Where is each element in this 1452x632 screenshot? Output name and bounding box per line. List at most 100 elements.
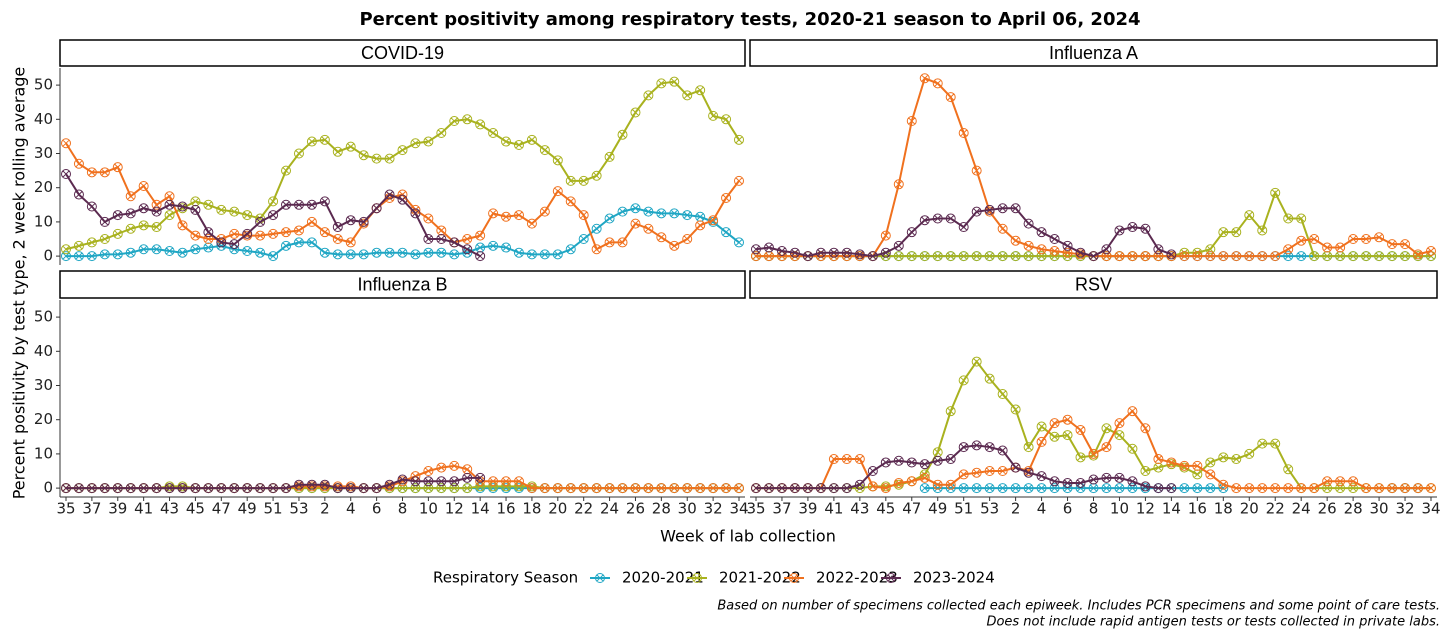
data-point [1049,245,1060,256]
data-point [643,483,654,494]
data-point [1257,251,1268,262]
x-tick-label: 28 [652,500,671,518]
data-point [462,244,473,255]
data-point [488,208,499,219]
data-point [125,208,136,219]
data-point [1283,244,1294,255]
data-point [682,234,693,244]
data-point [384,153,395,164]
data-point [945,251,956,262]
data-point [61,483,72,494]
x-tick-label: 35 [746,500,765,518]
data-point [828,483,839,494]
data-point [1114,225,1125,236]
legend-label: 2021-2022 [719,569,801,587]
data-point [919,251,930,262]
data-point [99,249,110,260]
data-point [410,208,421,219]
x-tick-label: 8 [398,500,408,518]
data-point [255,247,266,258]
data-point [841,454,852,465]
data-point [125,483,136,494]
x-tick-label: 53 [289,500,308,518]
data-point [919,73,930,84]
data-point [880,230,891,241]
data-point [203,227,214,238]
data-point [708,483,719,494]
data-point [462,472,473,483]
data-point [216,237,227,248]
data-point [815,247,826,258]
data-point [1140,251,1151,262]
data-point [1270,251,1281,262]
data-point [99,234,110,244]
data-point [423,466,434,476]
data-point [971,165,982,176]
x-tick-label: 14 [471,500,490,518]
data-point [958,222,969,233]
data-point [293,199,304,210]
data-point [721,192,732,203]
data-point [971,206,982,217]
x-tick-label: 45 [186,500,205,518]
data-point [958,483,969,494]
data-point [945,92,956,103]
data-point [932,483,943,494]
data-point [565,196,576,207]
data-point [1114,483,1125,494]
data-point [501,211,512,222]
data-point [984,483,995,494]
data-point [99,167,110,178]
data-point [1426,483,1437,494]
data-point [397,194,408,205]
data-point [513,247,524,258]
data-point [1179,483,1190,494]
data-point [1387,483,1398,494]
data-point [73,158,84,169]
data-point [1166,457,1177,468]
facet-title: COVID-19 [361,43,444,63]
data-point [815,483,826,494]
data-point [73,483,84,494]
data-point [488,240,499,251]
data-point [721,227,732,238]
data-point [1361,483,1372,494]
data-point [1361,234,1372,244]
data-point [1140,223,1151,234]
data-point [397,247,408,258]
data-point [880,247,891,258]
data-point [945,213,956,224]
data-point [423,136,434,147]
data-point [513,210,524,221]
data-point [630,218,641,229]
data-point [125,223,136,234]
data-point [177,201,188,212]
data-point [281,227,292,238]
data-point [61,169,72,180]
data-point [1088,483,1099,494]
x-tick-label: 41 [824,500,843,518]
x-tick-label: 2 [320,500,330,518]
y-tick-label: 30 [34,376,53,394]
data-point [906,476,917,487]
data-point [1127,222,1138,233]
data-point [763,483,774,494]
x-tick-label: 22 [574,500,593,518]
data-point [919,472,930,483]
data-point [1387,239,1398,250]
data-point [617,206,628,217]
data-point [164,483,175,494]
data-point [1140,481,1151,492]
data-point [841,483,852,494]
data-point [1179,460,1190,471]
data-point [410,138,421,149]
data-point [125,191,136,202]
y-tick-label: 30 [34,144,53,162]
data-point [1101,472,1112,483]
data-point [893,251,904,262]
data-point [984,466,995,476]
data-point [1127,251,1138,262]
data-point [112,249,123,260]
data-point [1036,483,1047,494]
data-point [932,251,943,262]
